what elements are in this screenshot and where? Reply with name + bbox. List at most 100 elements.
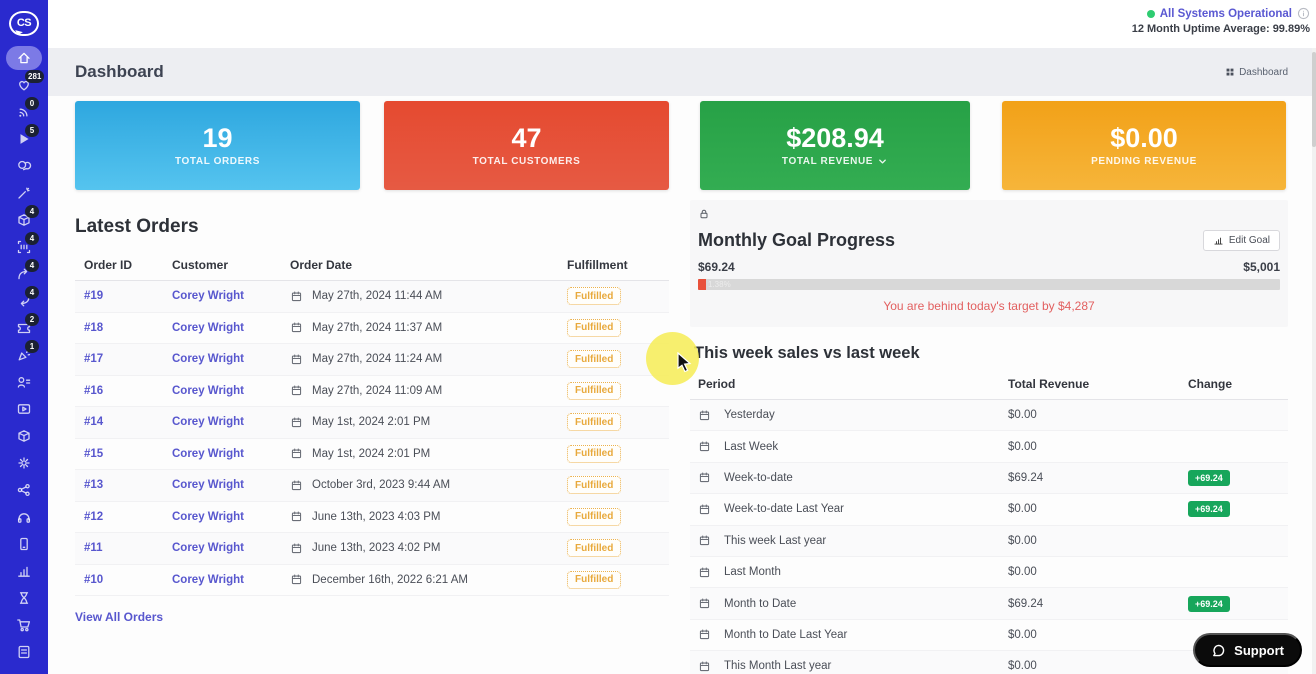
sidebar-item-arrow-forward[interactable]: 4 <box>0 259 48 282</box>
week-sales-row: Week-to-date Last Year $0.00 +69.24 <box>690 494 1288 526</box>
sidebar-item-headphones[interactable] <box>0 509 48 525</box>
calendar-icon <box>698 409 711 422</box>
sidebar-item-ticket[interactable]: 2 <box>0 313 48 336</box>
revenue-cell: $0.00 <box>1008 566 1037 579</box>
calendar-icon <box>290 573 303 586</box>
calendar-icon <box>698 440 711 453</box>
order-id-link[interactable]: #17 <box>84 353 104 366</box>
right-column: Monthly Goal Progress Edit Goal $69.24 $… <box>690 200 1288 674</box>
goal-progress-fill <box>698 279 707 290</box>
calendar-icon <box>698 566 711 579</box>
customer-link[interactable]: Corey Wright <box>172 290 244 303</box>
order-id-link[interactable]: #15 <box>84 447 104 460</box>
order-row: #19 Corey Wright May 27th, 2024 11:44 AM Fu… <box>75 281 669 313</box>
latest-orders-section: Latest Orders Order ID Customer Order Da… <box>75 216 669 626</box>
breadcrumb[interactable]: Dashboard <box>1225 67 1288 78</box>
pending-revenue-card[interactable]: $0.00 PENDING REVENUE <box>1002 101 1286 190</box>
sidebar-item-arrow-return[interactable]: 4 <box>0 286 48 309</box>
arrow-forward-icon <box>16 266 32 282</box>
order-id-link[interactable]: #10 <box>84 573 104 586</box>
revenue-cell: $0.00 <box>1008 503 1037 516</box>
fulfillment-badge: Fulfilled <box>567 287 622 306</box>
sidebar-item-video[interactable] <box>0 401 48 417</box>
order-id-link[interactable]: #19 <box>84 290 104 303</box>
calendar-icon <box>290 321 303 334</box>
sidebar-item-play[interactable]: 5 <box>0 124 48 147</box>
sidebar-item-scan[interactable]: 4 <box>0 232 48 255</box>
ticket-icon <box>16 320 32 336</box>
sidebar-item-wand[interactable] <box>0 185 48 201</box>
total-orders-card[interactable]: 19 TOTAL ORDERS <box>75 101 360 190</box>
pending-revenue-label: PENDING REVENUE <box>1091 155 1197 167</box>
total-customers-card[interactable]: 47 TOTAL CUSTOMERS <box>384 101 669 190</box>
info-icon[interactable] <box>1297 7 1310 20</box>
order-id-link[interactable]: #16 <box>84 384 104 397</box>
sidebar-item-box2[interactable] <box>0 428 48 444</box>
support-button[interactable]: Support <box>1193 633 1302 667</box>
sidebar-item-heart[interactable]: 281 <box>0 70 48 93</box>
broadcast-icon <box>16 104 32 120</box>
calendar-icon <box>290 416 303 429</box>
fulfillment-badge: Fulfilled <box>567 413 622 432</box>
scrollbar-thumb[interactable] <box>1312 52 1316 147</box>
customer-link[interactable]: Corey Wright <box>172 353 244 366</box>
sidebar-badge: 1 <box>25 340 39 353</box>
order-row: #10 Corey Wright December 16th, 2022 6:21 … <box>75 565 669 596</box>
total-revenue-card[interactable]: $208.94 TOTAL REVENUE <box>700 101 970 190</box>
scrollbar[interactable] <box>1312 48 1316 674</box>
latest-orders-title: Latest Orders <box>75 216 199 237</box>
sidebar-item-broadcast[interactable]: 0 <box>0 97 48 120</box>
home-icon <box>16 50 32 66</box>
sidebar-badge: 2 <box>25 313 39 326</box>
calendar-icon <box>698 597 711 610</box>
calendar-icon <box>698 534 711 547</box>
chevron-down-icon[interactable] <box>877 156 888 167</box>
system-status-link[interactable]: All Systems Operational <box>1159 7 1292 20</box>
customer-link[interactable]: Corey Wright <box>172 384 244 397</box>
period-cell: Week-to-date Last Year <box>698 503 1008 516</box>
customer-link[interactable]: Corey Wright <box>172 416 244 429</box>
calendar-icon <box>290 447 303 460</box>
hourglass-icon <box>16 590 32 606</box>
sidebar-badge: 4 <box>25 232 39 245</box>
sidebar-item-document[interactable] <box>0 644 48 660</box>
sidebar-item-cart[interactable] <box>0 617 48 633</box>
sidebar-item-phone[interactable] <box>0 536 48 552</box>
order-row: #18 Corey Wright May 27th, 2024 11:37 AM Fu… <box>75 313 669 344</box>
customer-link[interactable]: Corey Wright <box>172 321 244 334</box>
period-cell: Week-to-date <box>698 471 1008 484</box>
customer-link[interactable]: Corey Wright <box>172 542 244 555</box>
edit-goal-button[interactable]: Edit Goal <box>1202 230 1280 251</box>
orders-table-body: #19 Corey Wright May 27th, 2024 11:44 AM Fu… <box>75 281 669 596</box>
sidebar-item-chat[interactable] <box>0 158 48 174</box>
total-orders-value: 19 <box>202 122 233 153</box>
document-icon <box>16 644 32 660</box>
calendar-icon <box>290 510 303 523</box>
order-id-link[interactable]: #12 <box>84 510 104 523</box>
sidebar-badge: 0 <box>25 97 39 110</box>
sidebar-item-confetti[interactable]: 1 <box>0 340 48 363</box>
sidebar-item-gear[interactable] <box>0 455 48 471</box>
week-sales-row: Month to Date $69.24 +69.24 <box>690 588 1288 620</box>
app-logo[interactable]: CS <box>0 0 48 46</box>
view-all-orders-link[interactable]: View All Orders <box>75 610 164 624</box>
order-id-link[interactable]: #13 <box>84 479 104 492</box>
order-id-link[interactable]: #14 <box>84 416 104 429</box>
sidebar-item-chart[interactable] <box>0 563 48 579</box>
customer-link[interactable]: Corey Wright <box>172 573 244 586</box>
customer-link[interactable]: Corey Wright <box>172 479 244 492</box>
breadcrumb-label: Dashboard <box>1239 66 1288 78</box>
sidebar-item-box[interactable]: 4 <box>0 205 48 228</box>
sidebar-item-users[interactable] <box>0 374 48 390</box>
order-id-link[interactable]: #11 <box>84 542 103 555</box>
sidebar-item-home[interactable] <box>0 46 48 70</box>
customer-link[interactable]: Corey Wright <box>172 447 244 460</box>
goal-progress-percent: 1.38% <box>708 280 731 289</box>
customer-link[interactable]: Corey Wright <box>172 510 244 523</box>
sidebar-nav: 281 0 5 4 4 4 4 2 1 <box>0 46 48 674</box>
sidebar-item-share[interactable] <box>0 482 48 498</box>
order-id-link[interactable]: #18 <box>84 321 104 334</box>
order-row: #15 Corey Wright May 1st, 2024 2:01 PM Fulf… <box>75 439 669 470</box>
sidebar-item-hourglass[interactable] <box>0 590 48 606</box>
calendar-icon <box>290 290 303 303</box>
